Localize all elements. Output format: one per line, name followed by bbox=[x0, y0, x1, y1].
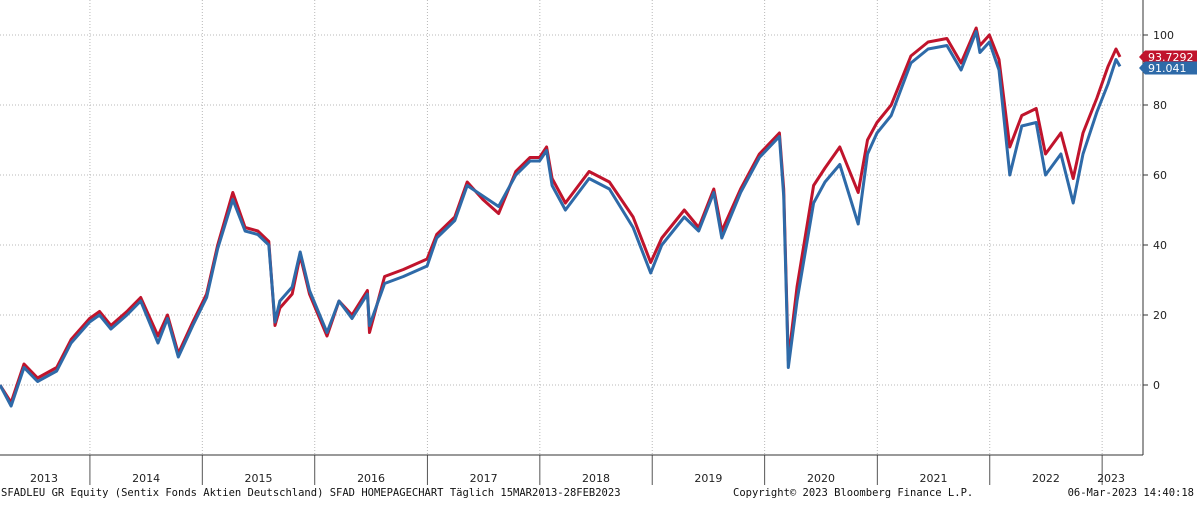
x-tick-label: 2022 bbox=[1032, 472, 1060, 485]
x-tick-label: 2014 bbox=[132, 472, 160, 485]
y-tick-label: 20 bbox=[1153, 309, 1167, 322]
axes: 0 20 40 60 80 100 2013 2014 2015 2016 2017 2018 2019… bbox=[0, 0, 1174, 485]
series-lines bbox=[0, 26, 1122, 408]
footer-copyright: Copyright© 2023 Bloomberg Finance L.P. bbox=[733, 487, 974, 499]
x-tick-label: 2015 bbox=[245, 472, 273, 485]
x-tick-label: 2020 bbox=[807, 472, 835, 485]
series-line-2 bbox=[0, 30, 1122, 408]
x-tick-label: 2017 bbox=[470, 472, 498, 485]
x-tick-label: 2016 bbox=[357, 472, 385, 485]
y-tick-label: 60 bbox=[1153, 169, 1167, 182]
y-tick-label: 40 bbox=[1153, 239, 1167, 252]
last-value-label: 93.7292 bbox=[1148, 51, 1194, 64]
x-tick-label: 2023 bbox=[1097, 472, 1125, 485]
gridlines bbox=[0, 0, 1143, 455]
footer-source-info: SFADLEU GR Equity (Sentix Fonds Aktien D… bbox=[1, 487, 621, 499]
y-tick-label: 100 bbox=[1153, 29, 1174, 42]
x-tick-label: 2021 bbox=[920, 472, 948, 485]
y-tick-label: 0 bbox=[1153, 379, 1160, 392]
x-tick-label: 2013 bbox=[30, 472, 58, 485]
y-tick-label: 80 bbox=[1153, 99, 1167, 112]
line-chart: 0 20 40 60 80 100 2013 2014 2015 2016 2017 2018 2019… bbox=[0, 0, 1197, 485]
last-value-label: 91.041 bbox=[1148, 62, 1187, 75]
plot-background bbox=[0, 0, 1143, 455]
x-tick-label: 2018 bbox=[582, 472, 610, 485]
last-value-tag bbox=[1139, 50, 1197, 64]
x-tick-label: 2019 bbox=[694, 472, 722, 485]
last-value-tag bbox=[1139, 61, 1197, 75]
plot-area bbox=[0, 0, 1143, 455]
footer-timestamp: 06-Mar-2023 14:40:18 bbox=[1067, 487, 1194, 499]
